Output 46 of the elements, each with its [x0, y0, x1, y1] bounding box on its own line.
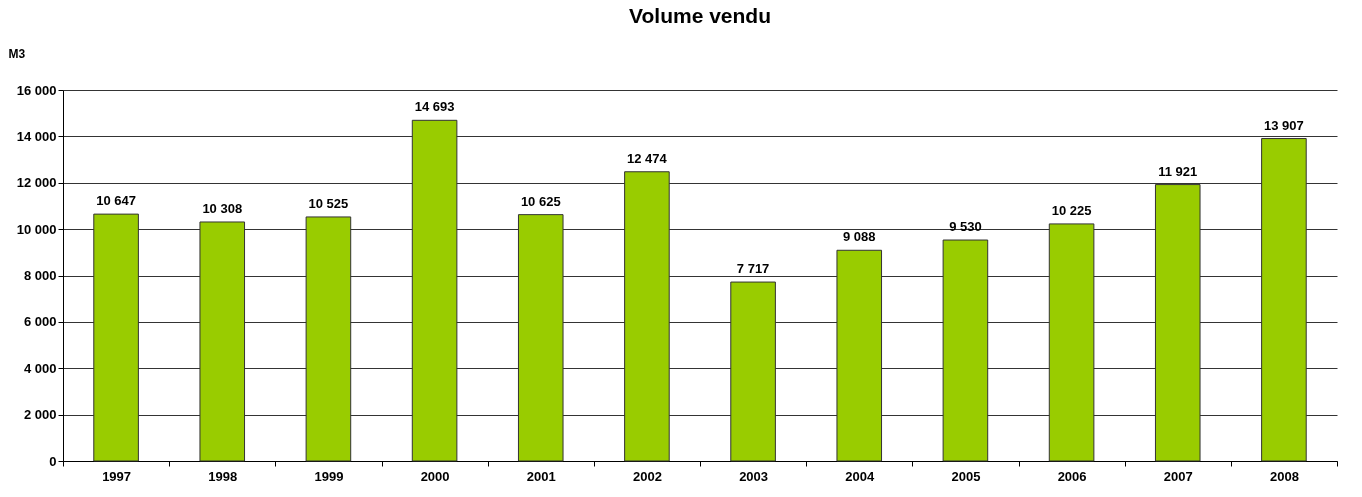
data-label: 13 907	[1264, 117, 1304, 133]
data-label: 11 921	[1158, 163, 1198, 179]
y-axis-title: M3	[8, 46, 26, 61]
bar	[1154, 184, 1201, 462]
data-label: 10 647	[96, 193, 136, 209]
bar	[1048, 223, 1095, 462]
y-tick-label: 16 000	[16, 82, 57, 98]
y-tick-label: 8 000	[23, 268, 57, 283]
data-label: 7 717	[736, 261, 770, 277]
y-tick-label: 10 000	[16, 221, 57, 237]
y-tick-label: 0	[49, 453, 57, 469]
y-tick-label: 14 000	[16, 128, 57, 144]
x-tick-label: 2007	[1163, 468, 1193, 484]
x-tick-label: 2003	[739, 468, 769, 484]
bar	[942, 239, 989, 462]
bar	[93, 213, 139, 462]
data-label: 12 474	[627, 150, 668, 166]
x-tick-label: 2005	[951, 468, 981, 484]
data-label: 14 693	[414, 99, 455, 115]
data-label: 10 525	[308, 195, 349, 211]
x-tick-label: 2008	[1269, 468, 1299, 484]
x-tick-label: 1999	[314, 468, 344, 484]
x-tick-label: 2006	[1057, 468, 1087, 484]
data-label: 10 308	[202, 200, 243, 216]
bar	[1261, 138, 1307, 462]
x-tick-label: 1997	[102, 468, 132, 484]
x-tick-label: 2000	[420, 468, 450, 484]
y-tick-label: 12 000	[16, 175, 57, 191]
bar	[730, 281, 776, 462]
y-tick-label: 2 000	[23, 407, 57, 423]
x-tick-label: 2004	[845, 468, 875, 484]
data-label: 9 088	[842, 229, 876, 245]
bar	[836, 249, 883, 462]
data-label: 10 625	[520, 193, 561, 209]
x-tick-label: 2002	[632, 468, 662, 484]
bar	[305, 216, 352, 462]
x-tick-label: 1998	[208, 468, 238, 484]
y-tick-label: 4 000	[23, 360, 57, 376]
x-tick-label: 2001	[526, 468, 556, 484]
bar	[517, 214, 564, 462]
bar	[624, 171, 670, 462]
bar	[199, 221, 246, 462]
data-label: 10 225	[1051, 202, 1092, 218]
chart-title: Volume vendu	[629, 4, 771, 27]
y-tick-label: 6 000	[23, 314, 57, 330]
bar	[411, 119, 458, 462]
